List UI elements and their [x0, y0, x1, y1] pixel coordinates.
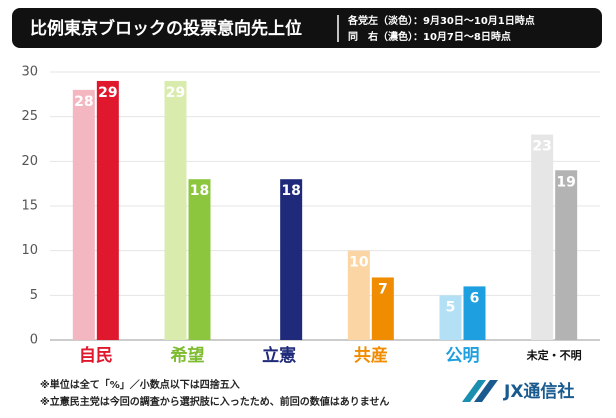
value-label: 28 [74, 94, 93, 110]
bar [463, 286, 486, 340]
value-label: 19 [556, 174, 575, 190]
value-label: 5 [446, 299, 456, 315]
x-tick-label: 立憲 [262, 345, 296, 366]
bar [531, 134, 554, 340]
value-label: 6 [470, 290, 480, 306]
x-tick-label: 共産 [354, 345, 388, 366]
y-tick-label: 25 [21, 109, 38, 124]
bar [280, 179, 303, 340]
bar [439, 295, 462, 340]
footnote: ※立憲民主党は今回の調査から選択肢に入ったため、前回の数値はありません [40, 395, 389, 408]
bar [347, 250, 370, 340]
logo-icon [474, 380, 498, 402]
value-label: 29 [98, 85, 117, 101]
chart-title: 比例東京ブロックの投票意向先上位 [30, 18, 302, 39]
y-tick-label: 0 [30, 333, 38, 348]
value-label: 7 [378, 281, 388, 297]
x-tick-label: 公明 [446, 346, 480, 366]
bar [72, 89, 95, 340]
x-tick-label: 自民 [79, 345, 113, 366]
logo-icon [462, 380, 486, 402]
bar [164, 80, 187, 340]
value-label: 18 [281, 183, 300, 199]
bar [96, 80, 119, 340]
bar [555, 170, 578, 340]
footnote: ※単位は全て「%」／小数点以下は四捨五入 [40, 378, 240, 391]
y-tick-label: 30 [21, 65, 38, 80]
legend-entry: 各党左（淡色）：9月30日～10月1日時点 [347, 14, 535, 27]
value-label: 10 [349, 255, 369, 271]
logo-text: JX通信社 [503, 381, 574, 402]
y-tick-label: 10 [21, 243, 38, 258]
y-tick-label: 5 [30, 288, 38, 303]
y-tick-label: 20 [21, 154, 38, 169]
value-label: 29 [166, 85, 185, 101]
x-tick-label: 希望 [171, 345, 205, 366]
bar [188, 179, 211, 340]
y-tick-label: 15 [21, 199, 38, 214]
bar [371, 277, 394, 340]
legend-entry: 同 右（濃色）：10月7日～8日時点 [348, 30, 511, 43]
value-label: 23 [532, 139, 551, 155]
logo: JX通信社 [462, 380, 574, 402]
x-tick-label: 未定・不明 [526, 348, 582, 362]
value-label: 18 [190, 183, 209, 199]
title-bar [12, 8, 602, 48]
